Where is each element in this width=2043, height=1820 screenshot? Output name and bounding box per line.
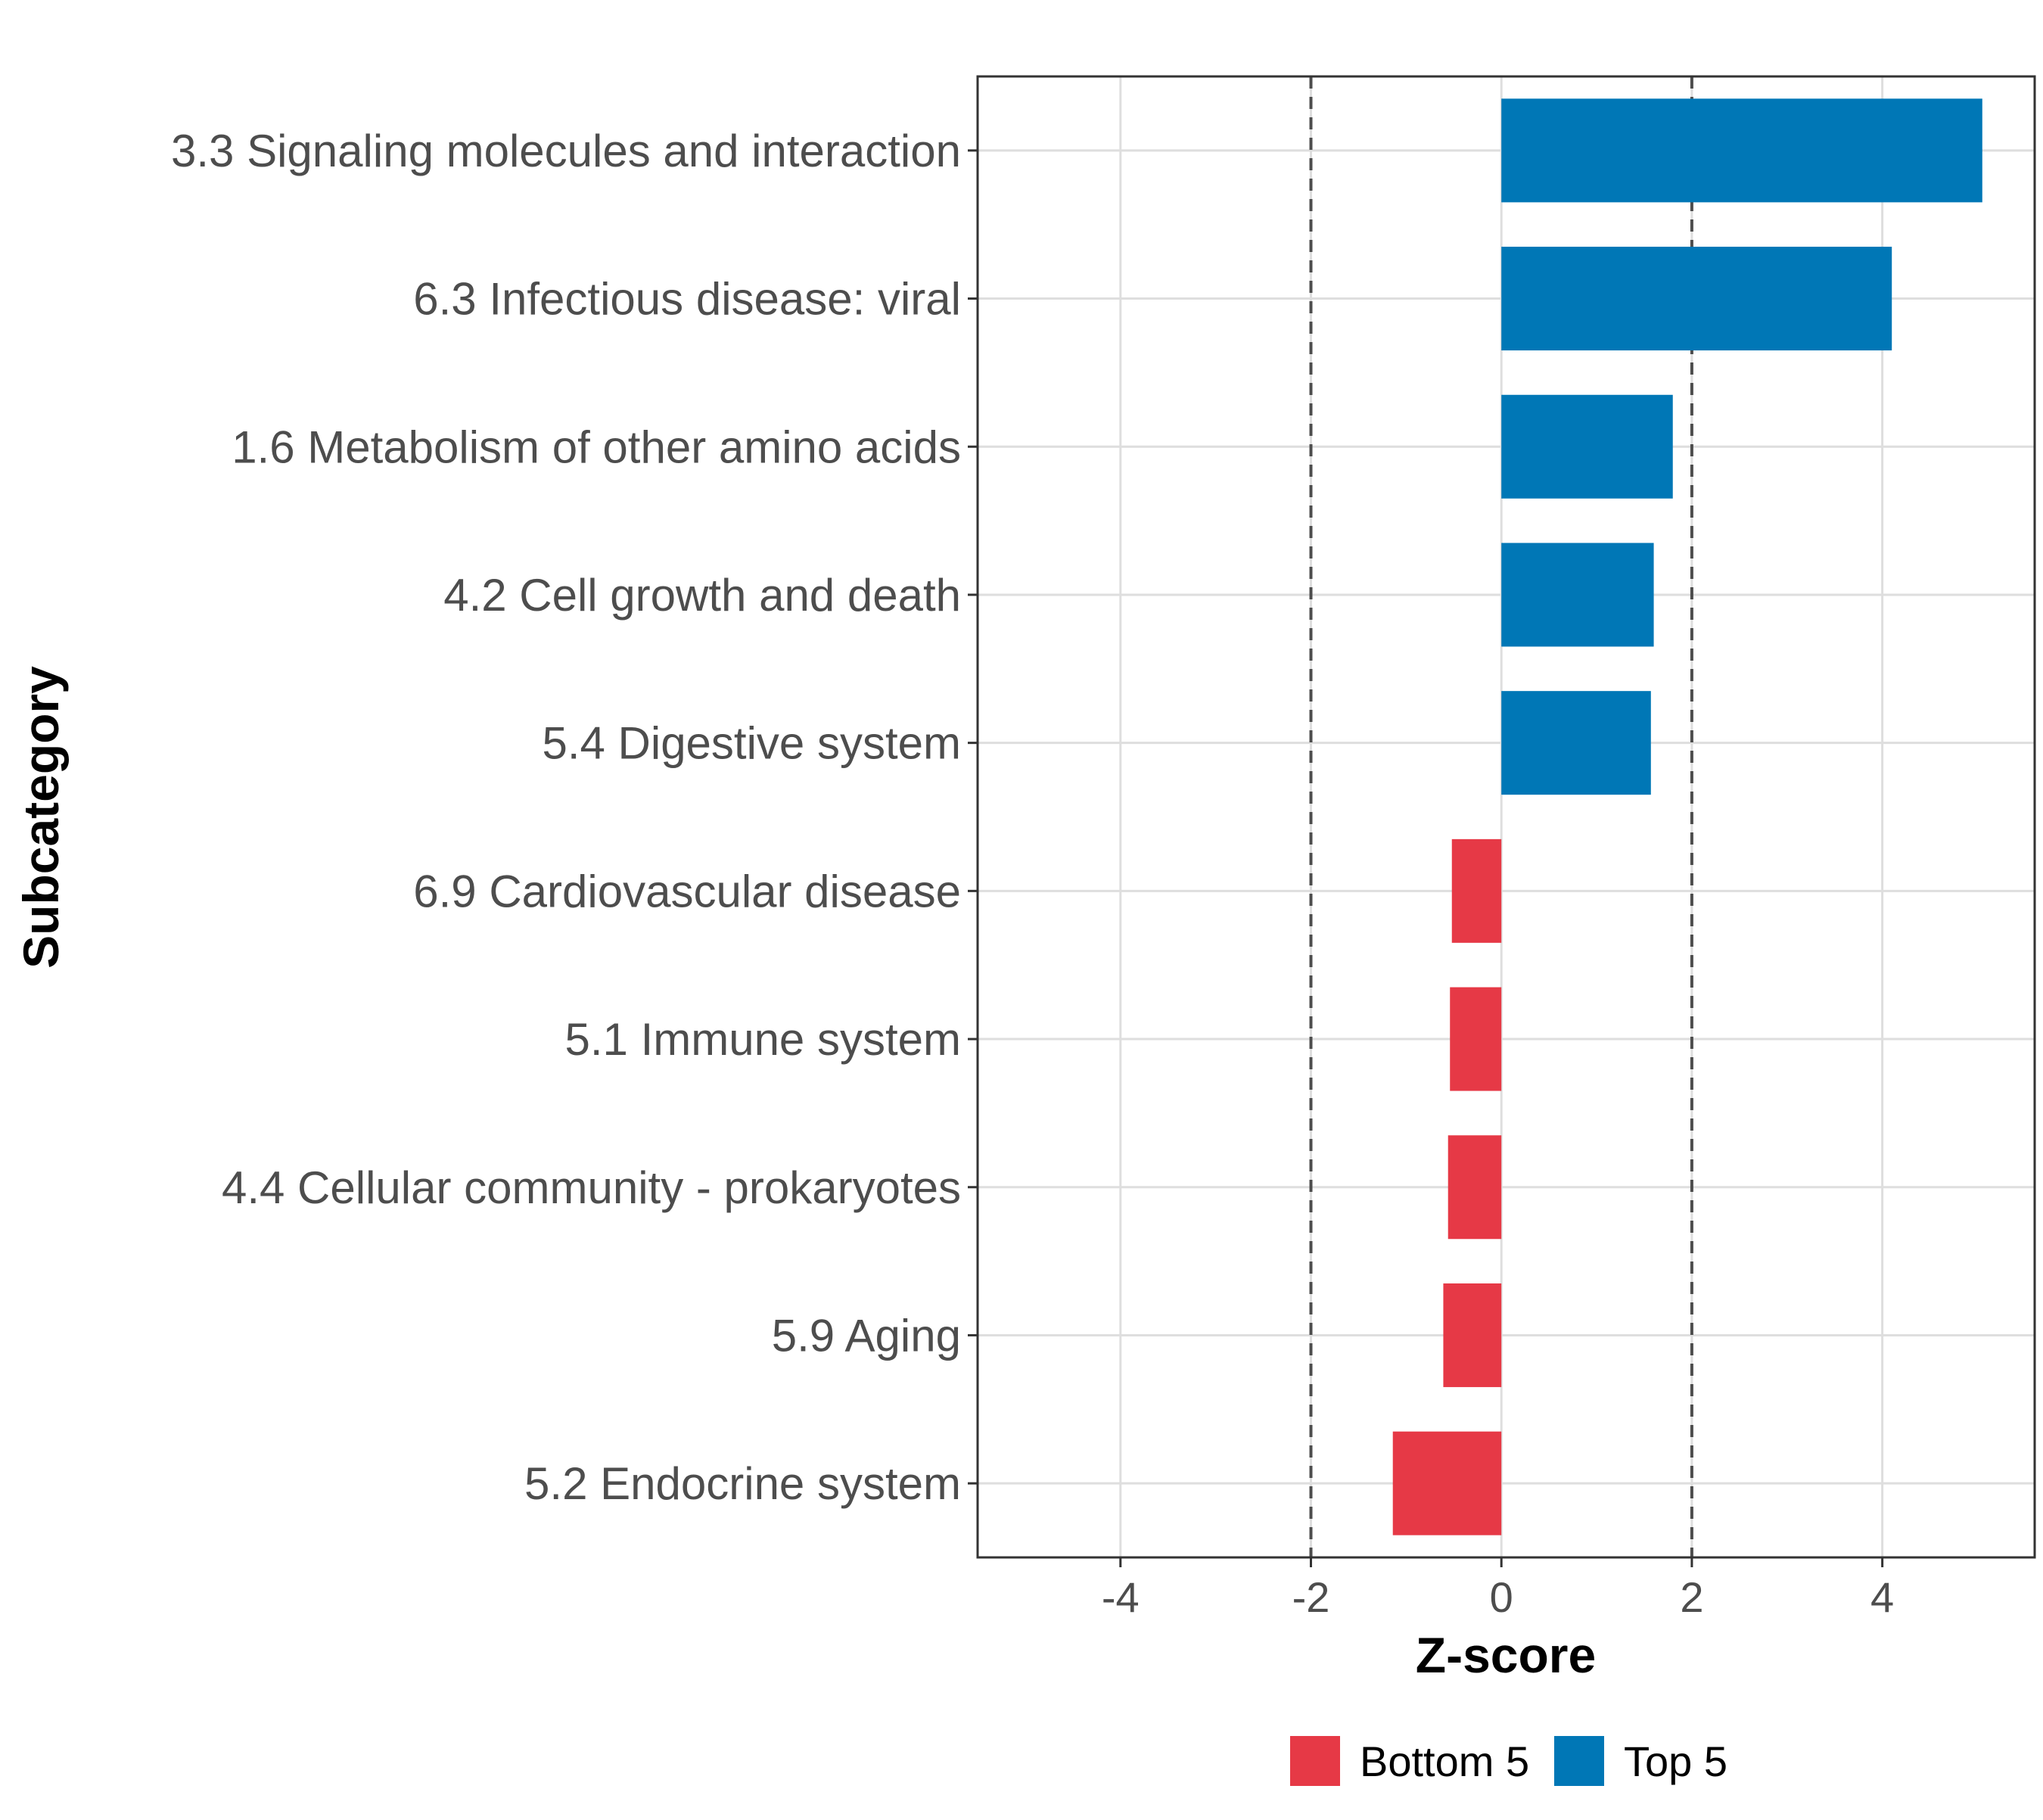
category-label: 5.2 Endocrine system	[524, 1458, 961, 1509]
x-tick-label: 4	[1870, 1573, 1894, 1621]
category-label: 4.4 Cellular community - prokaryotes	[222, 1162, 961, 1213]
category-label: 6.3 Infectious disease: viral	[413, 274, 961, 325]
x-tick-label: -2	[1292, 1573, 1330, 1621]
x-tick-label: 2	[1680, 1573, 1703, 1621]
legend: Bottom 5 Top 5	[1290, 1736, 1727, 1786]
category-label: 6.9 Cardiovascular disease	[413, 866, 961, 916]
x-axis: -4 -2 0 2 4	[1102, 1557, 1894, 1621]
bar	[1501, 543, 1654, 647]
bar	[1450, 987, 1502, 1091]
category-label: 5.4 Digestive system	[542, 718, 961, 769]
x-axis-title: Z-score	[1416, 1627, 1596, 1683]
bars	[1392, 98, 1982, 1535]
plot-frame	[976, 75, 2036, 1559]
bar	[1501, 98, 1982, 203]
bar	[1501, 247, 1892, 351]
bar	[1501, 394, 1673, 499]
bar	[1451, 838, 1502, 943]
bar	[1392, 1431, 1502, 1535]
legend-label: Top 5	[1624, 1738, 1727, 1785]
bar	[1501, 691, 1651, 795]
category-label: 5.9 Aging	[772, 1310, 961, 1361]
category-label: 1.6 Metabolism of other amino acids	[232, 422, 961, 472]
y-axis: 3.3 Signaling molecules and interaction 6…	[171, 126, 978, 1509]
bar	[1448, 1135, 1502, 1240]
legend-label: Bottom 5	[1360, 1738, 1529, 1785]
category-label: 3.3 Signaling molecules and interaction	[171, 126, 961, 176]
y-axis-title: Subcategory	[13, 666, 69, 969]
category-label: 5.1 Immune system	[564, 1014, 961, 1065]
x-tick-label: 0	[1490, 1573, 1513, 1621]
legend-swatch	[1554, 1736, 1604, 1786]
bar	[1443, 1283, 1502, 1387]
x-tick-label: -4	[1102, 1573, 1140, 1621]
legend-swatch	[1290, 1736, 1340, 1786]
category-label: 4.2 Cell growth and death	[443, 570, 961, 621]
